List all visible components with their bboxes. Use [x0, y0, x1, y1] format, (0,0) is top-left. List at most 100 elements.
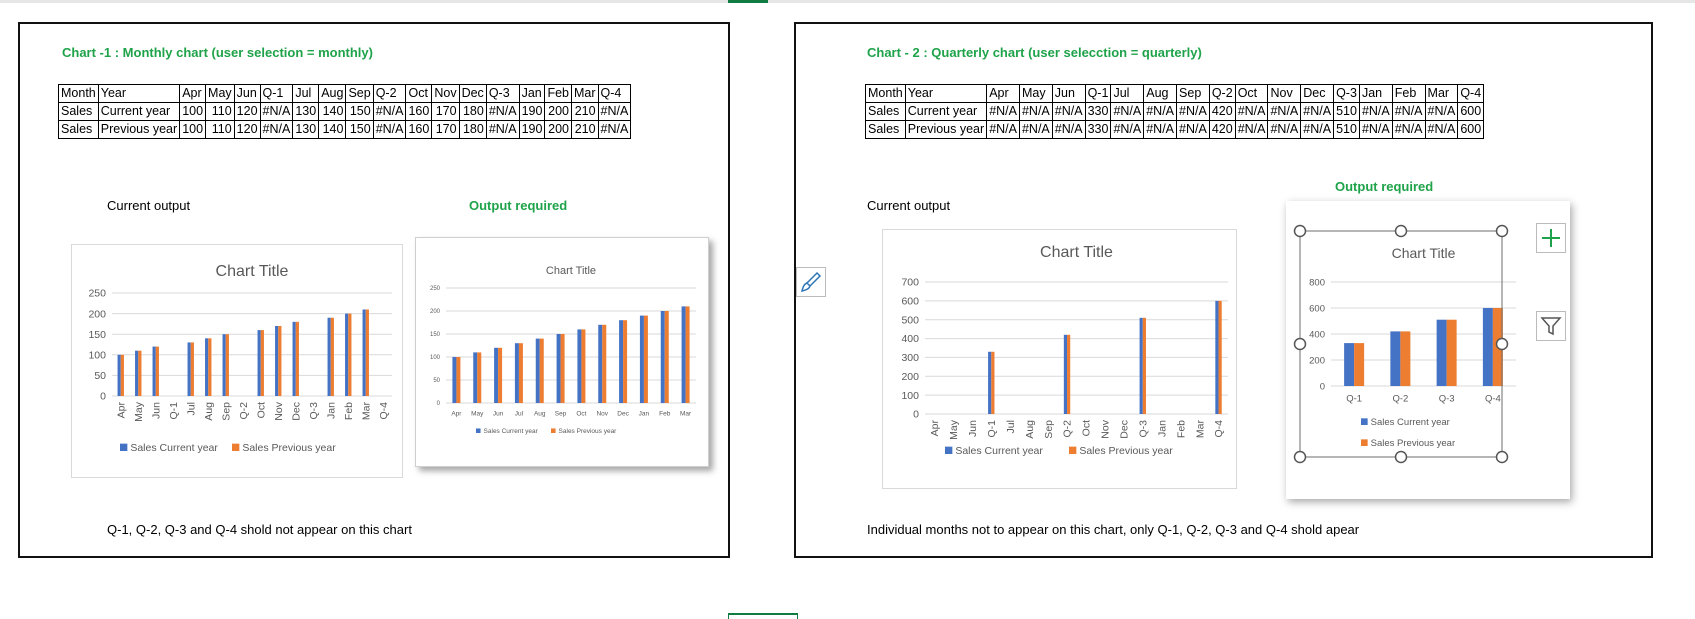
table-cell[interactable]: 140: [318, 102, 347, 121]
table-cell[interactable]: 130: [292, 120, 320, 139]
table-cell[interactable]: Nov: [431, 84, 460, 103]
table-cell[interactable]: #N/A: [1018, 120, 1053, 139]
table-cell[interactable]: Current year: [97, 102, 181, 121]
table-cell[interactable]: #N/A: [1110, 120, 1145, 139]
table-cell[interactable]: 160: [405, 102, 433, 121]
table-cell[interactable]: Nov: [1267, 84, 1302, 103]
table-cell[interactable]: 120: [233, 120, 261, 139]
table-cell[interactable]: 330: [1084, 102, 1112, 121]
table-cell[interactable]: Month: [865, 84, 906, 103]
table-cell[interactable]: #N/A: [485, 102, 520, 121]
table-cell[interactable]: Oct: [1234, 84, 1269, 103]
table-cell[interactable]: #N/A: [259, 120, 294, 139]
table-cell[interactable]: Aug: [318, 84, 347, 103]
table-cell[interactable]: 150: [345, 120, 374, 139]
table-cell[interactable]: 110: [205, 120, 235, 139]
table-cell[interactable]: Jul: [292, 84, 320, 103]
current-monthly-chart[interactable]: Chart Title 0 50 100 150 200 250 Apr May Jun Q-1 Ju…: [71, 244, 403, 478]
table-cell[interactable]: 600: [1457, 102, 1485, 121]
table-cell[interactable]: 180: [458, 120, 487, 139]
required-quarterly-chart[interactable]: Chart Title 0 200 400 600 800 Q-1 Q-2 Q-3 Q-4 Sale…: [1286, 201, 1570, 499]
table-cell[interactable]: Previous year: [904, 120, 988, 139]
table-cell[interactable]: #N/A: [1234, 102, 1269, 121]
table-cell[interactable]: Q-2: [1208, 84, 1236, 103]
table-cell[interactable]: Apr: [986, 84, 1020, 103]
resize-handle[interactable]: [1495, 337, 1509, 351]
table-cell[interactable]: Dec: [458, 84, 487, 103]
table-cell[interactable]: Sales: [58, 120, 99, 139]
table-cell[interactable]: Jun: [1051, 84, 1086, 103]
table-cell[interactable]: Mar: [1424, 84, 1459, 103]
table-cell[interactable]: Year: [97, 84, 181, 103]
table-cell[interactable]: #N/A: [1358, 102, 1393, 121]
resize-handle[interactable]: [1394, 224, 1408, 238]
table-cell[interactable]: Sep: [1176, 84, 1210, 103]
table-cell[interactable]: 330: [1084, 120, 1112, 139]
table-cell[interactable]: #N/A: [1176, 120, 1210, 139]
table-cell[interactable]: 170: [431, 120, 460, 139]
table-cell[interactable]: Year: [904, 84, 988, 103]
table-cell[interactable]: #N/A: [1300, 120, 1335, 139]
table-cell[interactable]: #N/A: [485, 120, 520, 139]
table-cell[interactable]: Aug: [1143, 84, 1178, 103]
resize-handle[interactable]: [1495, 224, 1509, 238]
table-cell[interactable]: Q-1: [1084, 84, 1112, 103]
table-cell[interactable]: Feb: [1391, 84, 1426, 103]
table-cell[interactable]: 170: [431, 102, 460, 121]
table-cell[interactable]: 600: [1457, 120, 1485, 139]
table-cell[interactable]: 420: [1208, 120, 1236, 139]
table-cell[interactable]: Jul: [1110, 84, 1145, 103]
table-cell[interactable]: 120: [233, 102, 261, 121]
table-cell[interactable]: Oct: [405, 84, 433, 103]
table-cell[interactable]: 190: [518, 120, 546, 139]
table-cell[interactable]: #N/A: [1051, 120, 1086, 139]
table-cell[interactable]: 160: [405, 120, 433, 139]
resize-handle[interactable]: [1495, 450, 1509, 464]
table-cell[interactable]: 150: [345, 102, 374, 121]
table-cell[interactable]: Q-4: [597, 84, 632, 103]
table-cell[interactable]: 190: [518, 102, 546, 121]
table-cell[interactable]: Sales: [865, 102, 906, 121]
table-cell[interactable]: #N/A: [1267, 102, 1302, 121]
chart-elements-button[interactable]: [1536, 223, 1566, 253]
table-cell[interactable]: #N/A: [597, 120, 632, 139]
table-cell[interactable]: #N/A: [1391, 120, 1426, 139]
table-cell[interactable]: #N/A: [986, 120, 1020, 139]
table-cell[interactable]: 210: [571, 120, 599, 139]
table-cell[interactable]: Jan: [518, 84, 546, 103]
table-cell[interactable]: Jan: [1358, 84, 1393, 103]
table-cell[interactable]: 200: [544, 120, 573, 139]
table-cell[interactable]: #N/A: [1300, 102, 1335, 121]
table-cell[interactable]: Mar: [571, 84, 599, 103]
table-cell[interactable]: #N/A: [1358, 120, 1393, 139]
resize-handle[interactable]: [1293, 337, 1307, 351]
table-cell[interactable]: Apr: [179, 84, 207, 103]
table-cell[interactable]: #N/A: [597, 102, 632, 121]
table-cell[interactable]: 200: [544, 102, 573, 121]
table-cell[interactable]: Q-2: [372, 84, 407, 103]
table-cell[interactable]: #N/A: [1143, 120, 1178, 139]
table-cell[interactable]: 510: [1333, 102, 1360, 121]
table-cell[interactable]: Sales: [865, 120, 906, 139]
table-cell[interactable]: 130: [292, 102, 320, 121]
table-cell[interactable]: #N/A: [1051, 102, 1086, 121]
table-cell[interactable]: Current year: [904, 102, 988, 121]
table-cell[interactable]: Q-3: [1333, 84, 1360, 103]
table-cell[interactable]: Q-3: [485, 84, 520, 103]
table-cell[interactable]: #N/A: [1391, 102, 1426, 121]
table-cell[interactable]: #N/A: [1267, 120, 1302, 139]
current-quarterly-chart[interactable]: Chart Title 0 100 200 300 400 500 600 700 Apr May J…: [882, 229, 1237, 489]
table-cell[interactable]: Sep: [345, 84, 374, 103]
table-cell[interactable]: Dec: [1300, 84, 1335, 103]
table-cell[interactable]: #N/A: [372, 102, 407, 121]
table-cell[interactable]: #N/A: [1424, 102, 1459, 121]
table-cell[interactable]: 510: [1333, 120, 1360, 139]
table-cell[interactable]: 420: [1208, 102, 1236, 121]
resize-handle[interactable]: [1293, 224, 1307, 238]
table-cell[interactable]: #N/A: [1176, 102, 1210, 121]
required-monthly-chart[interactable]: Chart Title 0 50 100 150 200 250 Apr May Jun Jul Au…: [415, 237, 709, 467]
table-cell[interactable]: #N/A: [1234, 120, 1269, 139]
table-cell[interactable]: 210: [571, 102, 599, 121]
table-cell[interactable]: Previous year: [97, 120, 181, 139]
table-cell[interactable]: Q-4: [1457, 84, 1485, 103]
